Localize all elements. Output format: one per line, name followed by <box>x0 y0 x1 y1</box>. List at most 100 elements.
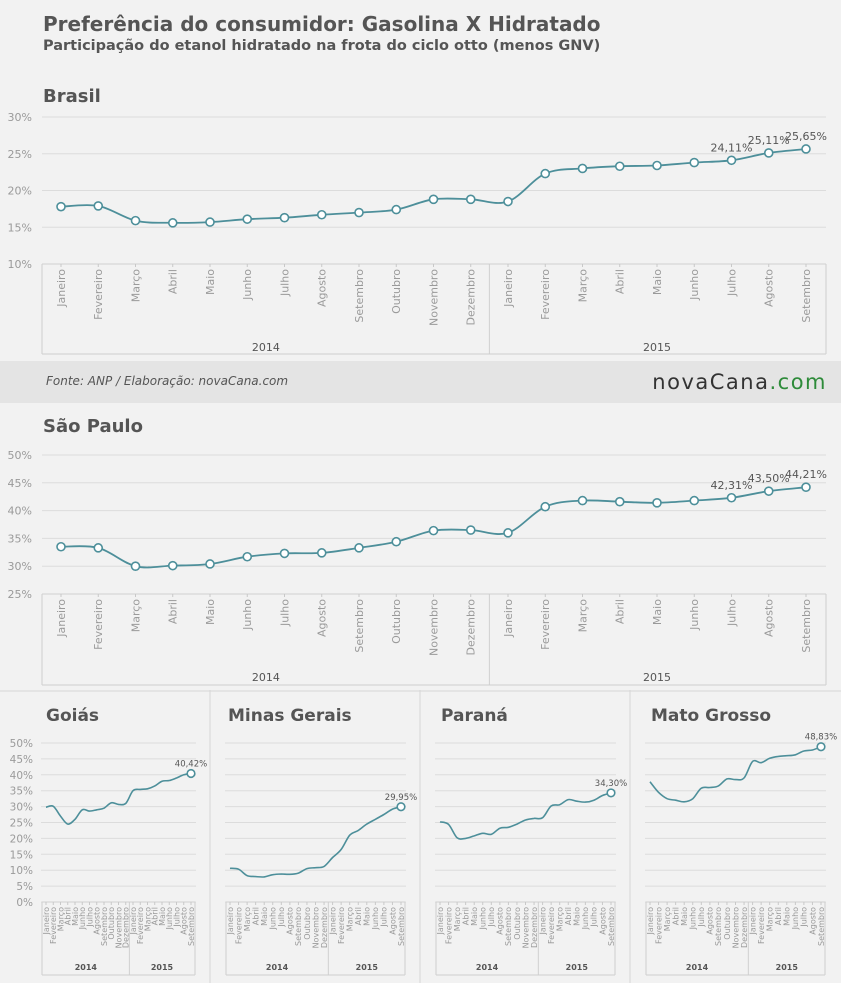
x-tick-label: Junho <box>688 599 701 631</box>
x-tick-label: Março <box>243 907 252 931</box>
x-tick-label: Março <box>56 907 65 931</box>
data-label: 25,65% <box>785 130 827 143</box>
x-tick-label: Novembro <box>427 599 440 656</box>
data-point <box>167 218 178 228</box>
x-tick-label: Janeiro <box>436 907 445 936</box>
data-point <box>503 528 513 538</box>
y-tick-label: 0% <box>16 897 33 909</box>
x-tick-label: Setembro <box>800 269 813 323</box>
data-point <box>391 536 402 547</box>
x-tick-label: Setembro <box>294 907 303 946</box>
year-label: 2015 <box>151 963 174 972</box>
x-tick-label: Julho <box>277 907 286 928</box>
x-tick-label: Agosto <box>808 907 817 935</box>
data-point <box>279 548 290 559</box>
x-tick-label: Abril <box>167 599 180 624</box>
data-point <box>316 209 327 220</box>
data-point <box>93 201 104 211</box>
x-tick-label: Julho <box>380 907 389 928</box>
x-tick-label: Agosto <box>763 599 776 637</box>
x-tick-label: Setembro <box>817 907 826 946</box>
panel-title: São Paulo <box>43 416 143 437</box>
x-tick-label: Setembro <box>187 907 196 946</box>
data-point <box>577 163 588 174</box>
x-tick-label: Novembro <box>427 269 440 326</box>
x-tick-label: Outubro <box>107 907 116 940</box>
x-tick-label: Maio <box>651 599 664 625</box>
data-point <box>279 212 290 223</box>
x-tick-label: Agosto <box>316 599 329 637</box>
y-tick-label: 20% <box>8 185 32 198</box>
source-band <box>0 361 841 403</box>
x-tick-label: Outubro <box>723 907 732 940</box>
x-tick-label: Setembro <box>353 599 366 653</box>
x-tick-label: Agosto <box>316 269 329 307</box>
x-tick-label: Abril <box>614 599 627 624</box>
x-tick-label: Março <box>576 269 589 303</box>
x-tick-label: Junho <box>78 907 87 931</box>
x-tick-label: Janeiro <box>55 599 68 638</box>
x-tick-label: Maio <box>363 907 372 926</box>
x-tick-label: Maio <box>204 269 217 295</box>
x-tick-label: Janeiro <box>328 907 337 936</box>
data-point <box>56 201 66 212</box>
x-tick-label: Julho <box>725 269 738 297</box>
x-tick-label: Julho <box>800 907 809 928</box>
y-tick-label: 15% <box>10 849 33 861</box>
panel-title: Mato Grosso <box>651 706 771 726</box>
year-label: 2014 <box>252 341 280 354</box>
x-tick-label: Fevereiro <box>539 269 552 320</box>
data-point <box>816 742 826 752</box>
x-tick-label: Junho <box>581 907 590 931</box>
x-tick-label: Maio <box>260 907 269 926</box>
x-tick-label: Dezembro <box>122 907 131 948</box>
data-point <box>614 161 625 172</box>
data-point <box>606 788 616 798</box>
data-point <box>763 148 774 158</box>
y-tick-label: 35% <box>10 786 33 798</box>
x-tick-label: Abril <box>64 907 73 925</box>
year-label: 2015 <box>566 963 589 972</box>
x-tick-label: Dezembro <box>740 907 749 948</box>
y-tick-label: 35% <box>8 532 32 545</box>
year-label: 2015 <box>356 963 379 972</box>
x-tick-label: Junho <box>688 269 701 301</box>
x-tick-label: Janeiro <box>748 907 757 936</box>
x-tick-label: Janeiro <box>502 269 515 308</box>
y-tick-label: 25% <box>8 148 32 161</box>
x-tick-label: Maio <box>680 907 689 926</box>
y-tick-label: 25% <box>8 588 32 601</box>
x-tick-label: Janeiro <box>55 269 68 308</box>
x-tick-label: Março <box>766 907 775 931</box>
x-tick-label: Agosto <box>180 907 189 935</box>
x-tick-label: Outubro <box>513 907 522 940</box>
x-tick-label: Fevereiro <box>547 907 556 944</box>
series-line <box>439 792 612 840</box>
logo-suffix: .com <box>769 370 827 394</box>
data-point <box>391 204 402 215</box>
data-point <box>652 160 662 171</box>
y-tick-label: 15% <box>8 221 32 234</box>
x-tick-label: Junho <box>241 269 254 301</box>
x-tick-label: Abril <box>354 907 363 925</box>
x-tick-label: Junho <box>241 599 254 631</box>
panel-title: Goiás <box>46 706 99 726</box>
data-point <box>465 525 476 535</box>
x-tick-label: Novembro <box>311 907 320 949</box>
x-tick-label: Setembro <box>800 599 813 653</box>
data-point <box>801 144 811 154</box>
x-tick-label: Janeiro <box>226 907 235 936</box>
x-tick-label: Outubro <box>303 907 312 940</box>
year-label: 2014 <box>75 963 98 972</box>
x-tick-label: Agosto <box>496 907 505 935</box>
x-tick-label: Janeiro <box>538 907 547 936</box>
x-tick-label: Fevereiro <box>92 269 105 320</box>
y-tick-label: 30% <box>8 111 32 124</box>
x-tick-label: Julho <box>697 907 706 928</box>
panel-title: Minas Gerais <box>228 706 352 726</box>
data-point <box>801 482 811 492</box>
data-label: 48,83% <box>805 733 837 743</box>
year-label: 2014 <box>686 963 709 972</box>
x-tick-label: Junho <box>269 907 278 931</box>
x-tick-label: Setembro <box>100 907 109 946</box>
